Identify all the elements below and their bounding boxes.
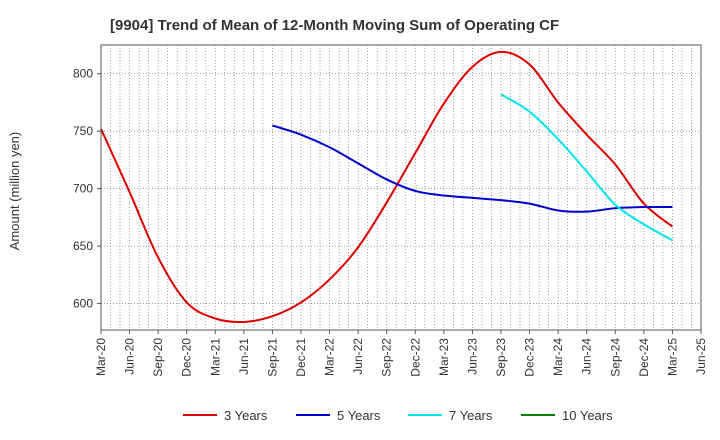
series-line-3-years	[100, 50, 674, 324]
x-tick-label: Sep-22	[380, 338, 394, 377]
legend: 3 Years 5 Years 7 Years 10 Years	[183, 408, 613, 423]
x-tick-label: Dec-20	[180, 338, 194, 377]
y-tick-label: 700	[73, 182, 93, 196]
legend-label: 7 Years	[449, 408, 493, 423]
plot-frame	[100, 44, 702, 331]
x-tick-label: Jun-25	[694, 338, 708, 375]
x-tick-label: Sep-20	[151, 338, 165, 377]
x-tick-label: Jun-24	[580, 338, 594, 375]
x-tick-label: Dec-22	[408, 338, 422, 377]
x-tick-label: Mar-24	[551, 338, 565, 376]
x-tick-label: Jun-22	[351, 338, 365, 375]
y-tick-label: 750	[73, 124, 93, 138]
series-line-7-years	[500, 93, 673, 242]
x-tick-label: Dec-24	[637, 338, 651, 377]
x-tick-label: Sep-23	[494, 338, 508, 377]
x-tick-label: Sep-24	[608, 338, 622, 377]
x-tick-label: Mar-25	[665, 338, 679, 376]
x-tick-label: Dec-23	[523, 338, 537, 377]
legend-label: 5 Years	[337, 408, 381, 423]
x-tick-label: Jun-20	[123, 338, 137, 375]
y-axis-label: Amount (million yen)	[7, 132, 22, 251]
x-tick-label: Jun-23	[465, 338, 479, 375]
y-tick-label: 800	[73, 67, 93, 81]
x-tick-label: Mar-22	[323, 338, 337, 376]
x-ticks: Mar-20 Jun-20 Sep-20 Dec-20 Mar-21 Jun-21 Sep-…	[94, 330, 708, 377]
x-tick-label: Mar-21	[208, 338, 222, 376]
legend-label: 3 Years	[224, 408, 268, 423]
series-lines	[100, 50, 674, 324]
grid	[101, 45, 701, 330]
legend-label: 10 Years	[562, 408, 613, 423]
x-tick-label: Mar-23	[437, 338, 451, 376]
y-tick-label: 600	[73, 297, 93, 311]
x-tick-label: Mar-20	[94, 338, 108, 376]
x-tick-label: Jun-21	[237, 338, 251, 375]
series-line-5-years	[272, 124, 673, 213]
x-tick-label: Sep-21	[265, 338, 279, 377]
chart-title: [9904] Trend of Mean of 12-Month Moving …	[110, 17, 559, 34]
x-tick-label: Dec-21	[294, 338, 308, 377]
y-tick-label: 650	[73, 239, 93, 253]
y-ticks: 600 650 700 750 800	[73, 67, 101, 311]
